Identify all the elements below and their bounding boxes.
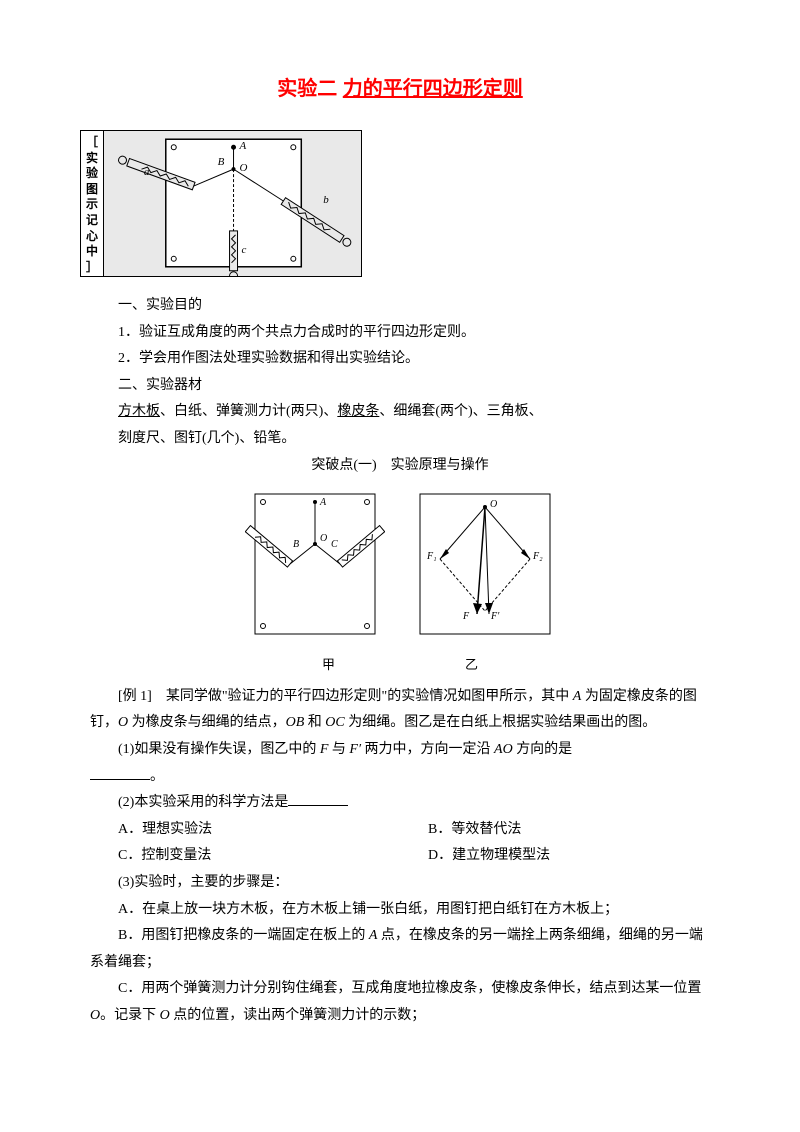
caption-yi: 乙 (465, 653, 478, 678)
section-2-materials-2: 刻度尺、图钉(几个)、铅笔。 (90, 426, 710, 453)
figure-1-side-label: ［实验图示记心中］ (81, 131, 104, 276)
svg-text:F₂: F₂ (532, 551, 543, 562)
figure-row: A O B C O F₁ (90, 489, 710, 639)
svg-text:A: A (319, 497, 327, 508)
svg-text:B: B (218, 156, 225, 168)
section-2-heading: 二、实验器材 (90, 373, 710, 400)
svg-text:F′: F′ (490, 611, 500, 622)
section-2-materials-1: 方木板、白纸、弹簧测力计(两只)、橡皮条、细绳套(两个)、三角板、 (90, 399, 710, 426)
option-row-1: A．理想实验法 B．等效替代法 (90, 817, 710, 844)
option-d: D．建立物理模型法 (400, 843, 710, 870)
figure-yi: O F₁ F₂ F F′ (415, 489, 555, 639)
page-title: 实验二 力的平行四边形定则 (90, 70, 710, 108)
underline-1: 方木板 (118, 404, 160, 419)
svg-text:a: a (144, 166, 150, 178)
step-b: B．用图钉把橡皮条的一端固定在板上的 A 点，在橡皮条的另一端拴上两条细绳，细绳… (90, 923, 710, 976)
figure-1-svg: A B O a b (104, 131, 361, 276)
blank-1 (90, 765, 150, 780)
svg-text:b: b (323, 194, 329, 206)
section-1-item-2: 2．学会用作图法处理实验数据和得出实验结论。 (90, 346, 710, 373)
svg-text:A: A (238, 140, 246, 152)
svg-text:O: O (320, 533, 327, 544)
document-page: 实验二 力的平行四边形定则 ［实验图示记心中］ A B O (0, 0, 800, 1070)
svg-text:c: c (241, 244, 246, 256)
question-1: (1)如果没有操作失误，图乙中的 F 与 F′ 两力中，方向一定沿 AO 方向的… (90, 737, 710, 764)
title-main: 力的平行四边形定则 (343, 78, 523, 100)
underline-2: 橡皮条 (337, 404, 379, 419)
question-1-blank-line: 。 (90, 764, 710, 791)
step-c: C．用两个弹簧测力计分别钩住绳套，互成角度地拉橡皮条，使橡皮条伸长，结点到达某一… (90, 976, 710, 1029)
svg-text:C: C (331, 539, 338, 550)
question-2: (2)本实验采用的科学方法是 (90, 790, 710, 817)
svg-text:O: O (490, 499, 497, 510)
svg-text:O: O (239, 162, 247, 174)
option-row-2: C．控制变量法 D．建立物理模型法 (90, 843, 710, 870)
section-1-item-1: 1．验证互成角度的两个共点力合成时的平行四边形定则。 (90, 320, 710, 347)
svg-text:F: F (462, 611, 470, 622)
option-c: C．控制变量法 (90, 843, 400, 870)
figure-captions: 甲 乙 (90, 653, 710, 678)
breakpoint-heading: 突破点(一) 实验原理与操作 (90, 453, 710, 480)
caption-jia: 甲 (322, 653, 335, 678)
figure-1: ［实验图示记心中］ A B O (80, 130, 362, 277)
svg-text:B: B (293, 539, 299, 550)
example-1-text: [例 1] 某同学做"验证力的平行四边形定则"的实验情况如图甲所示，其中 A 为… (90, 684, 710, 737)
svg-text:F₁: F₁ (426, 551, 437, 562)
title-prefix: 实验二 (277, 78, 337, 100)
option-a: A．理想实验法 (90, 817, 400, 844)
option-b: B．等效替代法 (400, 817, 710, 844)
step-a: A．在桌上放一块方木板，在方木板上铺一张白纸，用图钉把白纸钉在方木板上； (90, 897, 710, 924)
question-3: (3)实验时，主要的步骤是： (90, 870, 710, 897)
figure-jia: A O B C (245, 489, 385, 639)
section-1-heading: 一、实验目的 (90, 293, 710, 320)
blank-2 (288, 791, 348, 806)
